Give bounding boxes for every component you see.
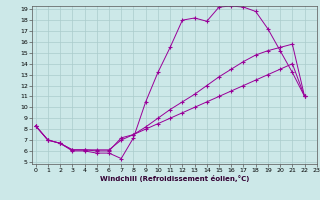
X-axis label: Windchill (Refroidissement éolien,°C): Windchill (Refroidissement éolien,°C) bbox=[100, 175, 249, 182]
